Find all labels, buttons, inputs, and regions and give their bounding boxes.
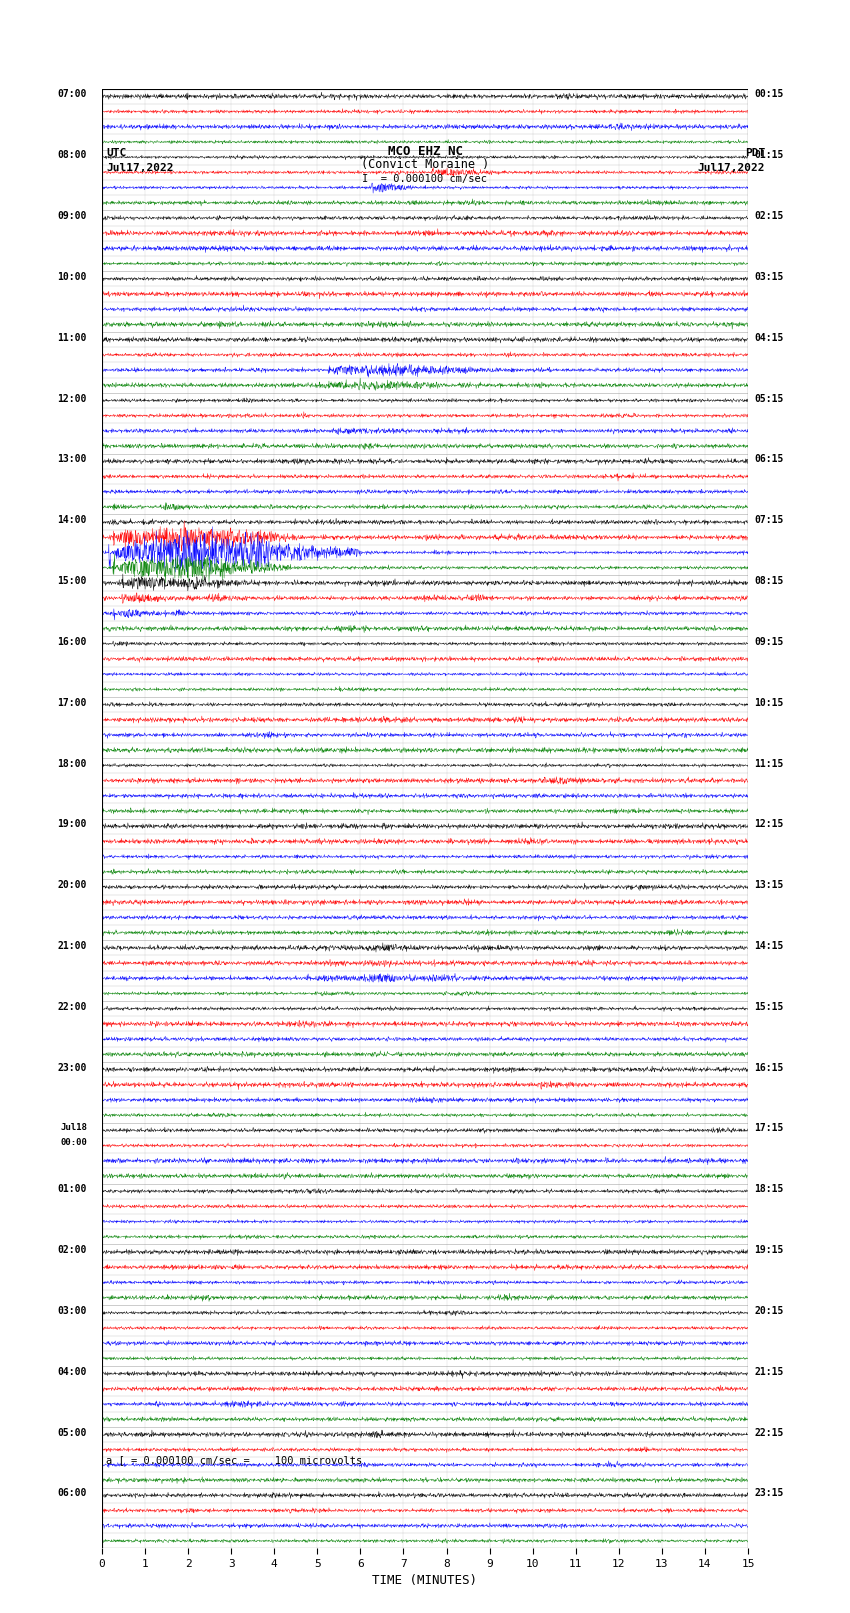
Text: (Convict Moraine ): (Convict Moraine )	[361, 158, 489, 171]
Text: Jul17,2022: Jul17,2022	[698, 163, 765, 173]
Text: 02:15: 02:15	[755, 211, 784, 221]
Text: MCO EHZ NC: MCO EHZ NC	[388, 145, 462, 158]
Text: 05:15: 05:15	[755, 394, 784, 403]
Text: 08:15: 08:15	[755, 576, 784, 586]
Text: 15:00: 15:00	[58, 576, 87, 586]
Text: 10:00: 10:00	[58, 273, 87, 282]
Text: 17:15: 17:15	[755, 1124, 784, 1134]
Text: 02:00: 02:00	[58, 1245, 87, 1255]
Text: 01:00: 01:00	[58, 1184, 87, 1194]
Text: 00:15: 00:15	[755, 89, 784, 100]
Text: 14:15: 14:15	[755, 940, 784, 952]
Text: 21:15: 21:15	[755, 1366, 784, 1378]
Text: 19:00: 19:00	[58, 819, 87, 829]
Text: 06:15: 06:15	[755, 455, 784, 465]
Text: 13:00: 13:00	[58, 455, 87, 465]
Text: 08:00: 08:00	[58, 150, 87, 160]
Text: I  = 0.000100 cm/sec: I = 0.000100 cm/sec	[362, 174, 488, 184]
Text: 20:15: 20:15	[755, 1307, 784, 1316]
Text: 15:15: 15:15	[755, 1002, 784, 1011]
Text: 14:00: 14:00	[58, 515, 87, 526]
Text: Jul18: Jul18	[60, 1124, 87, 1132]
Text: 22:00: 22:00	[58, 1002, 87, 1011]
Text: 18:00: 18:00	[58, 758, 87, 768]
Text: 16:00: 16:00	[58, 637, 87, 647]
Text: 10:15: 10:15	[755, 698, 784, 708]
Text: 21:00: 21:00	[58, 940, 87, 952]
X-axis label: TIME (MINUTES): TIME (MINUTES)	[372, 1574, 478, 1587]
Text: 17:00: 17:00	[58, 698, 87, 708]
Text: 07:15: 07:15	[755, 515, 784, 526]
Text: 03:00: 03:00	[58, 1307, 87, 1316]
Text: 03:15: 03:15	[755, 273, 784, 282]
Text: 07:00: 07:00	[58, 89, 87, 100]
Text: 09:00: 09:00	[58, 211, 87, 221]
Text: 23:00: 23:00	[58, 1063, 87, 1073]
Text: a [ = 0.000100 cm/sec =    100 microvolts: a [ = 0.000100 cm/sec = 100 microvolts	[106, 1455, 362, 1465]
Text: 22:15: 22:15	[755, 1428, 784, 1437]
Text: 04:15: 04:15	[755, 332, 784, 344]
Text: 05:00: 05:00	[58, 1428, 87, 1437]
Text: 12:15: 12:15	[755, 819, 784, 829]
Text: 19:15: 19:15	[755, 1245, 784, 1255]
Text: 20:00: 20:00	[58, 881, 87, 890]
Text: Jul17,2022: Jul17,2022	[106, 163, 173, 173]
Text: 04:00: 04:00	[58, 1366, 87, 1378]
Text: 06:00: 06:00	[58, 1489, 87, 1498]
Text: 23:15: 23:15	[755, 1489, 784, 1498]
Text: 18:15: 18:15	[755, 1184, 784, 1194]
Text: 09:15: 09:15	[755, 637, 784, 647]
Text: 12:00: 12:00	[58, 394, 87, 403]
Text: 00:00: 00:00	[60, 1137, 87, 1147]
Text: 16:15: 16:15	[755, 1063, 784, 1073]
Text: PDT: PDT	[745, 148, 765, 158]
Text: UTC: UTC	[106, 148, 127, 158]
Text: 11:15: 11:15	[755, 758, 784, 768]
Text: 11:00: 11:00	[58, 332, 87, 344]
Text: 13:15: 13:15	[755, 881, 784, 890]
Text: 01:15: 01:15	[755, 150, 784, 160]
